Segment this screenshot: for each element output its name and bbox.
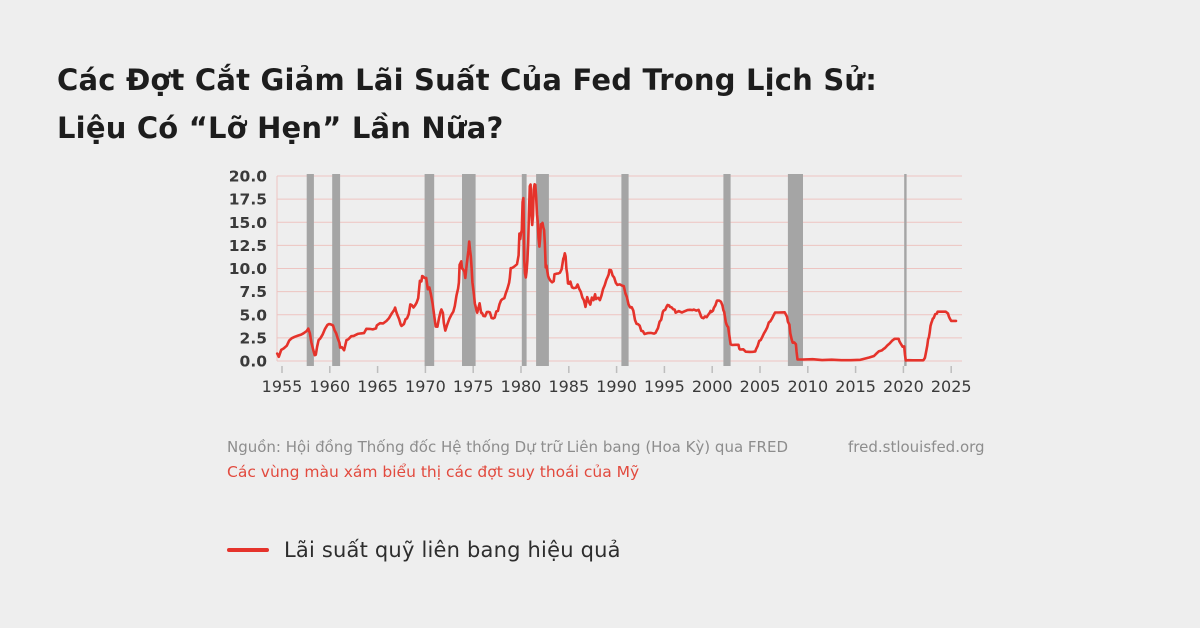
x-axis-label: 2015 — [835, 377, 876, 396]
recession-band — [462, 174, 476, 366]
recession-band — [536, 174, 549, 366]
x-axis-label: 1975 — [453, 377, 494, 396]
source-website: fred.stlouisfed.org — [848, 438, 985, 456]
x-axis-label: 1955 — [262, 377, 303, 396]
recession-band — [787, 174, 803, 366]
recession-band — [723, 174, 731, 366]
x-axis-label: 1985 — [548, 377, 589, 396]
x-axis-label: 1970 — [405, 377, 446, 396]
y-axis-label: 10.0 — [229, 260, 267, 278]
x-axis-label: 1980 — [501, 377, 542, 396]
x-axis-label: 2020 — [883, 377, 924, 396]
y-axis-label: 5.0 — [240, 306, 268, 324]
x-axis-label: 2005 — [740, 377, 781, 396]
x-axis-label: 1965 — [357, 377, 398, 396]
chart-legend: Lãi suất quỹ liên bang hiệu quả — [227, 538, 621, 562]
legend-label: Lãi suất quỹ liên bang hiệu quả — [284, 538, 621, 562]
recession-band — [306, 174, 314, 366]
recession-band — [424, 174, 435, 366]
y-axis-label: 2.5 — [240, 329, 267, 347]
x-axis-label: 1990 — [596, 377, 637, 396]
source-attribution: Nguồn: Hội đồng Thống đốc Hệ thống Dự tr… — [227, 438, 788, 456]
y-axis-label: 7.5 — [240, 283, 267, 301]
x-axis-label: 2010 — [787, 377, 828, 396]
x-axis-label: 1960 — [309, 377, 350, 396]
page-title-line2: Liệu Có “Lỡ Hẹn” Lần Nữa? — [57, 111, 504, 145]
legend-line-swatch — [227, 548, 269, 552]
y-axis-label: 0.0 — [240, 353, 268, 371]
y-axis-label: 20.0 — [229, 168, 267, 186]
recession-band — [621, 174, 629, 366]
x-axis-label: 1995 — [644, 377, 685, 396]
y-axis-label: 12.5 — [229, 237, 267, 255]
x-axis-label: 2000 — [692, 377, 733, 396]
y-axis-label: 17.5 — [229, 191, 267, 209]
recession-note: Các vùng màu xám biểu thị các đợt suy th… — [227, 463, 640, 481]
recession-band — [904, 174, 907, 366]
effr-line — [275, 183, 958, 362]
x-axis-label: 2025 — [931, 377, 972, 396]
recession-band — [332, 174, 341, 366]
page-title-line1: Các Đợt Cắt Giảm Lãi Suất Của Fed Trong … — [57, 63, 878, 97]
page-title: Các Đợt Cắt Giảm Lãi Suất Của Fed Trong … — [57, 56, 877, 152]
y-axis-label: 15.0 — [229, 214, 267, 232]
